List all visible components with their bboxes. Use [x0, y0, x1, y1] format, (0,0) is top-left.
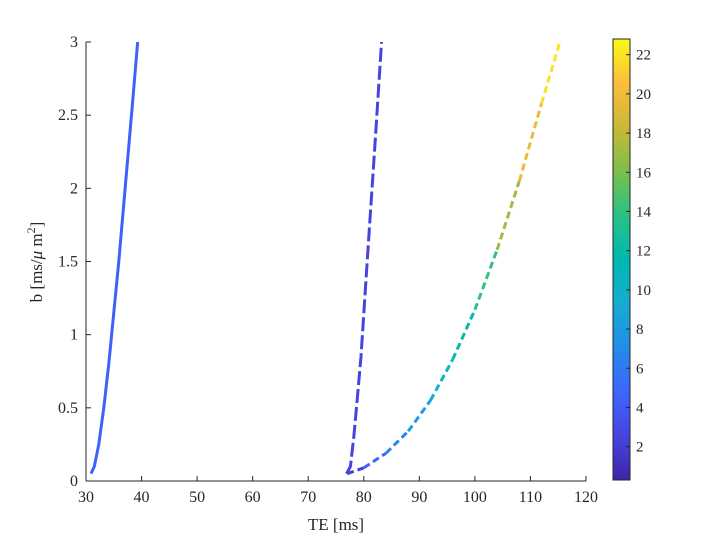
- colorbar-tick-label: 18: [636, 126, 651, 142]
- x-tick-label: 80: [356, 489, 372, 506]
- x-tick-label: 70: [300, 489, 316, 506]
- y-axis-label-main: b [ms/: [27, 259, 46, 302]
- x-tick-label: 110: [519, 489, 542, 506]
- colorbar-tick-label: 4: [636, 400, 644, 416]
- colorbar-tick-label: 2: [636, 440, 644, 456]
- series-3-segment: [407, 399, 432, 433]
- colorbar-tick-label: 14: [636, 204, 652, 220]
- series-2-line: [345, 41, 384, 475]
- y-ticks: 0 0.5 1 1.5 2 2.5 3: [58, 34, 91, 490]
- colorbar-tick-label: 8: [636, 322, 644, 338]
- colorbar-tick-label: 12: [636, 244, 651, 260]
- series-3-segment: [429, 358, 454, 402]
- y-tick-label: 3: [70, 34, 78, 51]
- series-3-segment: [362, 451, 387, 470]
- x-tick-label: 40: [134, 489, 150, 506]
- y-tick-label: 2.5: [58, 107, 78, 124]
- colorbar-ticks: 2 4 6 8 10 12 14 16 18 20 22: [626, 48, 652, 456]
- series-3-segment: [451, 309, 477, 361]
- series-1-line: [89, 41, 140, 475]
- colorbar-tick-label: 10: [636, 283, 651, 299]
- x-ticks: 30 40 50 60 70 80 90 100 110 120: [78, 476, 598, 506]
- y-axis-label-sup: 2: [24, 227, 38, 233]
- y-axis-label: b [ms/μ m2]: [24, 222, 46, 303]
- colorbar-tick-label: 20: [636, 87, 651, 103]
- colorbar-gradient: [612, 38, 631, 481]
- colorbar-tick-label: 6: [636, 361, 644, 377]
- y-tick-label: 1: [70, 327, 78, 344]
- colorbar-tick-label: 16: [636, 165, 652, 181]
- x-tick-label: 60: [245, 489, 261, 506]
- x-tick-label: 120: [574, 489, 598, 506]
- series-3-segment: [495, 180, 521, 251]
- y-tick-label: 2: [70, 180, 78, 197]
- series-3-segment: [346, 466, 365, 476]
- x-tick-label: 100: [463, 489, 487, 506]
- x-tick-label: 50: [189, 489, 205, 506]
- y-axis-label-close: ]: [27, 222, 46, 228]
- series-3-segment: [540, 41, 562, 104]
- x-tick-label: 30: [78, 489, 94, 506]
- axes: [85, 42, 586, 482]
- x-tick-label: 90: [411, 489, 427, 506]
- y-axis-label-mu: μ: [27, 251, 46, 261]
- series-layer: [89, 41, 562, 476]
- series-3-segment: [473, 249, 499, 311]
- x-axis-label: TE [ms]: [308, 515, 364, 534]
- y-tick-label: 0.5: [58, 400, 78, 417]
- y-tick-label: 0: [70, 473, 78, 490]
- colorbar-tick-label: 22: [636, 48, 651, 64]
- colorbar: 2 4 6 8 10 12 14 16 18 20 22: [612, 38, 652, 481]
- series-3-segment: [384, 430, 410, 455]
- y-axis-label-unit: m: [27, 233, 46, 250]
- y-tick-label: 1.5: [58, 254, 78, 271]
- series-3-segment: [517, 103, 543, 182]
